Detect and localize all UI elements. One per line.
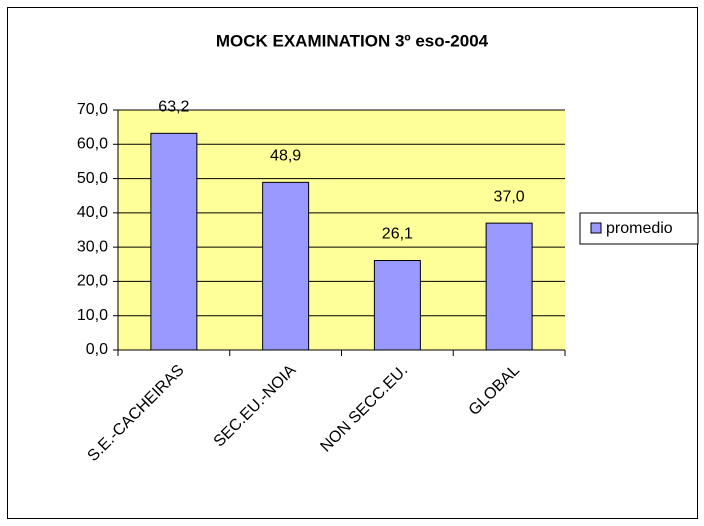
y-tick-label: 30,0 <box>77 238 108 255</box>
bar <box>262 181 310 351</box>
y-tick-label: 40,0 <box>77 204 108 221</box>
y-tick-label: 70,0 <box>77 101 108 118</box>
y-tick-label: 60,0 <box>77 136 108 153</box>
y-tick-label: 0,0 <box>86 341 108 358</box>
y-tick-label: 10,0 <box>77 307 108 324</box>
legend-label: promedio <box>606 220 673 237</box>
bar <box>150 132 198 351</box>
bar <box>485 222 533 351</box>
y-tick-label: 50,0 <box>77 170 108 187</box>
value-label: 63,2 <box>158 99 189 116</box>
chart-title: MOCK EXAMINATION 3º eso-2004 <box>216 31 489 50</box>
value-label: 26,1 <box>382 226 413 243</box>
bar <box>373 260 421 351</box>
y-tick-label: 20,0 <box>77 273 108 290</box>
value-label: 37,0 <box>494 188 525 205</box>
legend-swatch <box>590 222 602 234</box>
value-label: 48,9 <box>270 148 301 165</box>
